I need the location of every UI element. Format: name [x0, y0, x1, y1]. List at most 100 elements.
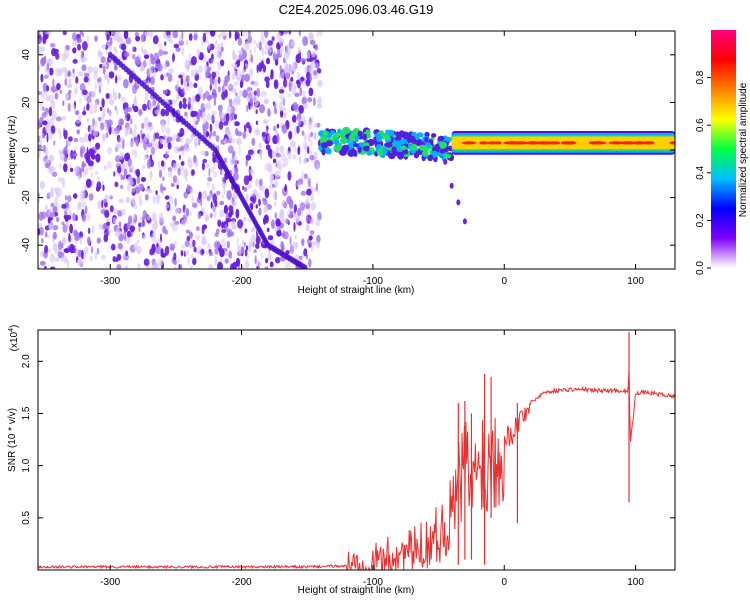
- spectrogram-peak-cell: [593, 141, 602, 145]
- spectrogram-noise-cell: [299, 155, 302, 165]
- spectrogram-noise-cell: [275, 152, 280, 157]
- spectrogram-noise-cell: [108, 110, 113, 117]
- spectrogram-noise-cell: [155, 190, 158, 195]
- spectrogram-noise-cell: [75, 118, 81, 124]
- spectrogram-noise-cell: [246, 104, 249, 113]
- spectrogram-noise-cell: [81, 64, 87, 72]
- spectrogram-noise-cell: [184, 176, 188, 183]
- spectrogram-noise-cell: [219, 200, 225, 206]
- spectrogram-noise-cell: [140, 221, 146, 228]
- spectrogram-noise-cell: [82, 110, 87, 116]
- snr-x-tick-label: -100: [363, 577, 383, 588]
- spectrogram-noise-cell: [76, 37, 82, 44]
- spectrogram-noise-cell: [287, 93, 292, 98]
- spectrogram-noise-cell: [310, 131, 314, 138]
- spectrogram-noise-cell: [97, 200, 101, 210]
- spectrogram-noise-cell: [177, 168, 181, 176]
- spectrogram-tail-cell: [443, 158, 448, 165]
- spectrogram-noise-cell: [267, 134, 272, 142]
- spectrogram-noise-cell: [273, 79, 279, 90]
- spectrogram-band-cell: [330, 130, 335, 136]
- spectrogram-band-cell: [411, 131, 417, 137]
- spectrogram-noise-cell: [219, 111, 225, 120]
- spectrogram-noise-cell: [289, 140, 295, 148]
- spectrogram-noise-cell: [64, 195, 68, 201]
- spectrogram-noise-cell: [112, 87, 115, 97]
- spectrogram-noise-cell: [67, 195, 72, 203]
- spectrogram-noise-cell: [72, 58, 78, 64]
- spectrogram-noise-cell: [211, 71, 217, 79]
- spectrogram-noise-cell: [191, 169, 195, 176]
- spectrogram-band-cell: [419, 144, 427, 152]
- spectrogram-noise-cell: [156, 197, 160, 205]
- spectrogram-band-cell: [431, 150, 438, 158]
- spectrogram-noise-cell: [283, 112, 287, 119]
- spectrogram-noise-cell: [104, 209, 110, 218]
- spectrogram-noise-cell: [264, 188, 270, 199]
- spectrogram-noise-cell: [219, 248, 225, 258]
- spectrogram-noise-cell: [38, 223, 43, 228]
- spectrogram-noise-cell: [175, 94, 179, 103]
- spectrogram-noise-cell: [166, 34, 172, 42]
- spectrogram-noise-cell: [253, 39, 257, 45]
- spectrogram-noise-cell: [300, 190, 307, 196]
- spectrogram-noise-cell: [269, 184, 272, 190]
- spectrogram-noise-cell: [113, 217, 117, 225]
- spectrogram-noise-cell: [188, 96, 192, 105]
- spectrogram-noise-cell: [184, 249, 190, 255]
- spectrogram-noise-cell: [219, 59, 225, 67]
- spectrogram-noise-cell: [204, 90, 210, 99]
- spectrogram-noise-cell: [263, 214, 269, 224]
- spectrogram-noise-cell: [250, 203, 254, 211]
- spectrogram-noise-cell: [128, 165, 134, 172]
- spectrogram-noise-cell: [72, 47, 77, 54]
- spectrogram-noise-cell: [158, 258, 164, 266]
- spectrogram-noise-cell: [114, 229, 121, 238]
- snr-x-tick-label: -200: [232, 577, 252, 588]
- spectrogram-band-cell: [400, 145, 407, 151]
- spectrogram-noise-cell: [310, 201, 317, 211]
- spectrogram-noise-cell: [216, 241, 221, 249]
- spectrogram-noise-cell: [315, 62, 319, 70]
- spectrogram-noise-cell: [110, 126, 116, 134]
- spectrogram-noise-cell: [97, 175, 101, 181]
- spectrogram-noise-cell: [200, 196, 203, 207]
- spectrogram-noise-cell: [148, 69, 153, 75]
- spectrogram-noise-cell: [196, 48, 201, 58]
- spectrogram-noise-cell: [120, 173, 123, 181]
- spectrogram-noise-cell: [117, 165, 122, 174]
- spectrogram-noise-cell: [52, 224, 59, 231]
- spectrogram-noise-cell: [79, 168, 82, 178]
- spectrogram-noise-cell: [250, 80, 255, 85]
- spectrogram-noise-cell: [301, 130, 305, 136]
- spectrogram-noise-cell: [83, 132, 90, 143]
- spectrogram-noise-cell: [212, 151, 215, 159]
- spectrogram-noise-cell: [233, 81, 238, 87]
- spectrogram-y-tick-label: 20: [21, 96, 32, 108]
- spectrogram-noise-cell: [95, 101, 97, 108]
- spectrogram-noise-cell: [250, 105, 253, 110]
- spectrogram-noise-cell: [114, 130, 118, 136]
- spectrogram-noise-cell: [258, 183, 264, 190]
- spectrogram-noise-cell: [214, 39, 218, 47]
- spectrogram-noise-cell: [236, 237, 239, 247]
- spectrogram-peak-cell: [512, 141, 529, 145]
- spectrogram-noise-cell: [191, 103, 194, 113]
- spectrogram-noise-cell: [254, 97, 259, 107]
- snr-y-tick-label: 1.0: [21, 458, 32, 472]
- spectrogram-noise-cell: [233, 54, 240, 61]
- spectrogram-noise-cell: [244, 259, 250, 269]
- spectrogram-noise-cell: [51, 48, 57, 57]
- spectrogram-tail-cell: [456, 199, 461, 206]
- spectrogram-noise-cell: [74, 145, 77, 153]
- spectrogram-noise-cell: [263, 99, 270, 104]
- spectrogram-noise-cell: [223, 204, 228, 214]
- spectrogram-noise-cell: [109, 195, 113, 200]
- spectrogram-noise-cell: [92, 130, 98, 137]
- spectrogram-band-cell: [348, 133, 355, 142]
- spectrogram-noise-cell: [316, 122, 321, 128]
- spectrogram-noise-cell: [61, 221, 65, 226]
- spectrogram-noise-cell: [50, 125, 56, 134]
- spectrogram-noise-cell: [57, 176, 63, 183]
- spectrogram-noise-cell: [288, 199, 294, 209]
